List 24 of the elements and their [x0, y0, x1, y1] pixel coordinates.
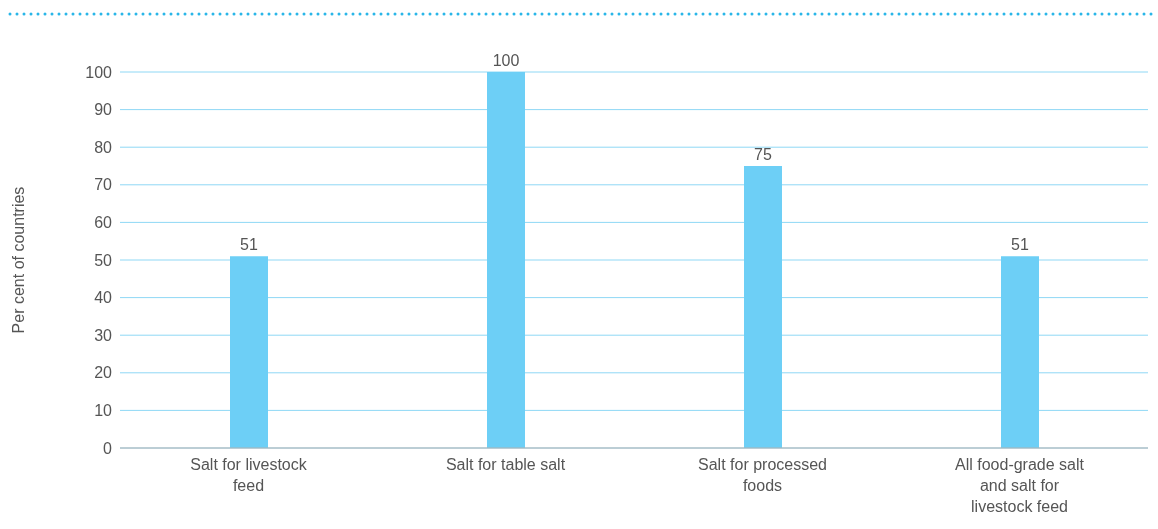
bar: [487, 72, 525, 448]
y-tick-label: 80: [94, 138, 113, 156]
y-tick-label: 90: [94, 101, 113, 119]
data-label: 100: [492, 52, 520, 69]
bar: [1001, 256, 1039, 448]
y-tick-label: 50: [94, 251, 113, 269]
y-tick-label: 40: [94, 289, 113, 307]
x-tick-label: Salt for livestock feed: [190, 456, 308, 494]
y-tick-label: 70: [94, 176, 113, 194]
x-tick-label: Salt for table salt: [445, 456, 566, 473]
y-tick-label: 20: [94, 364, 113, 382]
bar: [744, 166, 782, 448]
data-label: 51: [1011, 236, 1029, 254]
y-tick-label: 100: [85, 63, 113, 81]
data-label: 51: [240, 236, 258, 254]
x-tick-label: All food-grade salt and salt for livestock feed: [955, 456, 1085, 515]
y-axis-title: Per cent of countries: [9, 186, 27, 334]
y-tick-label: 0: [103, 439, 113, 457]
x-tick-label: Salt for processed foods: [698, 456, 827, 494]
y-tick-label: 10: [94, 402, 113, 420]
y-tick-label: 60: [94, 214, 113, 232]
bar: [230, 256, 268, 448]
data-label: 75: [754, 146, 772, 163]
y-tick-label: 30: [94, 326, 113, 344]
